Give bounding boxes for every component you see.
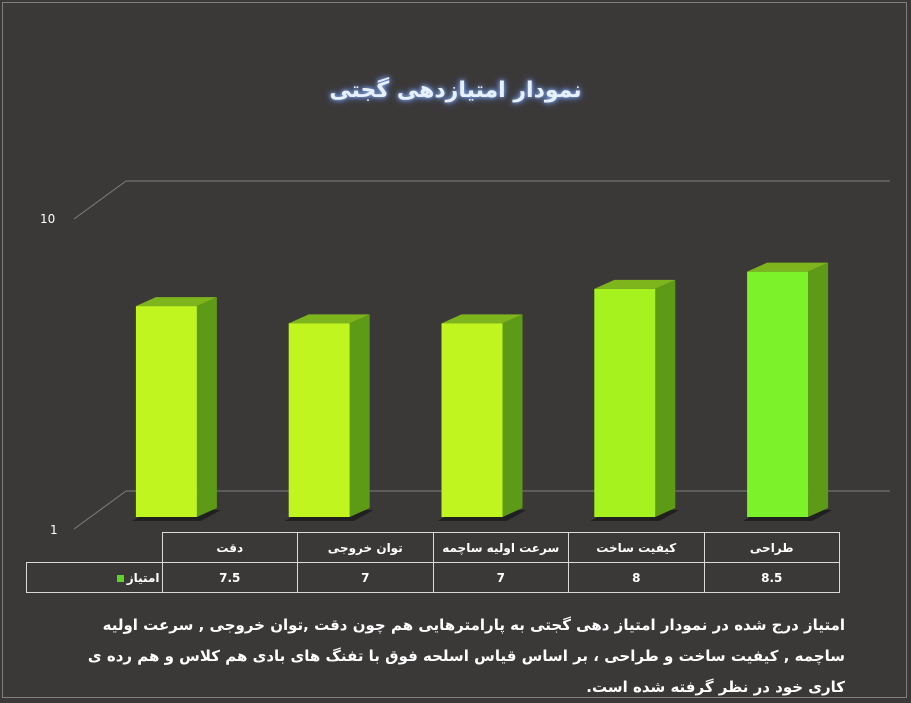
chart-title: نمودار امتیازدهی گجتی (329, 78, 582, 103)
description-text: امتیاز درج شده در نمودار امتیاز دهی گجتی… (87, 616, 845, 696)
value-label: 8.5 (703, 562, 840, 593)
bar (594, 288, 656, 517)
value-label: 7 (297, 562, 434, 593)
data-table: دقت توان خروجی سرعت اولیه ساچمه کیفیت سا… (26, 532, 840, 593)
bar (135, 306, 197, 517)
bar-side (655, 279, 676, 517)
bar-top (441, 314, 523, 324)
bar-top (288, 314, 370, 324)
series-legend-cell: امتیاز (26, 562, 163, 593)
table-corner-cell (26, 532, 163, 563)
bar-side (808, 262, 829, 517)
category-label: سرعت اولیه ساچمه (432, 532, 569, 563)
bar (288, 323, 350, 517)
table-row-categories: دقت توان خروجی سرعت اولیه ساچمه کیفیت سا… (26, 532, 840, 563)
y-tick-label-bottom: 1 (50, 523, 58, 537)
bar-side (502, 314, 523, 517)
bar-top (747, 262, 829, 272)
legend-key-swatch (116, 574, 124, 582)
category-label: کیفیت ساخت (568, 532, 705, 563)
bar-side (349, 314, 370, 517)
bar-side (196, 297, 217, 517)
category-label: توان خروجی (297, 532, 434, 563)
table-row-values: امتیاز 7.5 7 7 8 8.5 (26, 562, 840, 593)
bar-top (135, 297, 217, 307)
value-label: 8 (568, 562, 705, 593)
bar (747, 271, 809, 517)
y-tick-label-top: 10 (40, 212, 56, 226)
bar (441, 323, 503, 517)
series-name: امتیاز (126, 570, 160, 585)
bar-top (594, 279, 676, 289)
value-label: 7.5 (161, 562, 298, 593)
wall-edge-top-left (73, 180, 127, 220)
value-label: 7 (432, 562, 569, 593)
floor-edge-left (73, 490, 127, 530)
category-label: طراحی (703, 532, 840, 563)
category-label: دقت (161, 532, 298, 563)
